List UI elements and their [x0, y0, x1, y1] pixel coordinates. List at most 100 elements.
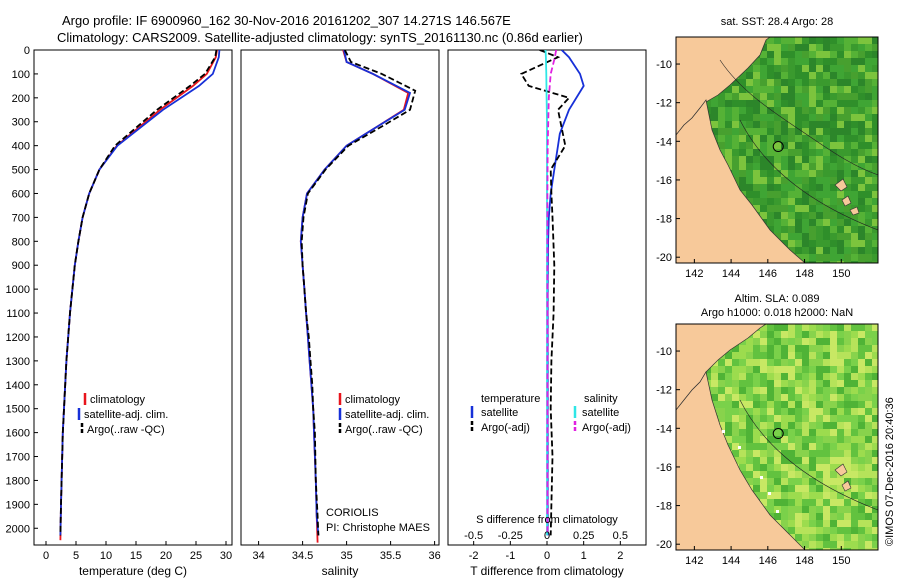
x-tick-label: 10 [100, 550, 112, 562]
legend-satellite-adj: satellite-adj. clim. [345, 409, 429, 421]
y-tick-label: 1600 [6, 428, 30, 440]
y-tick-label: 200 [12, 93, 30, 105]
legend-sal-argo: Argo(-adj) [582, 422, 631, 434]
map-x-tick-label: 148 [795, 555, 813, 567]
y-tick-label: 1400 [6, 380, 30, 392]
map-x-tick-label: 144 [722, 268, 740, 280]
credit-label: ©IMOS 07-Dec-2016 20:40:36 [884, 397, 896, 546]
figure-title-line2: Climatology: CARS2009. Satellite-adjuste… [57, 30, 583, 45]
series-line-2-3 [546, 50, 558, 536]
legend-salinity-header: salinity [584, 393, 618, 405]
legend-temp-satellite: satellite [481, 407, 518, 419]
difference-legend: temperature salinity satellite Argo(-adj… [470, 393, 631, 434]
legend-argo: Argo(..raw -QC) [345, 424, 423, 436]
data-centre-label: CORIOLIS [326, 507, 379, 519]
top-tick-label: -0.25 [498, 530, 523, 542]
salinity-series [299, 50, 417, 543]
x-tick-label: 35.5 [380, 550, 401, 562]
temperature-panel-frame [33, 49, 233, 546]
legend-argo: Argo(..raw -QC) [87, 424, 165, 436]
figure-title-line1: Argo profile: IF 6900960_162 30-Nov-2016… [62, 13, 511, 28]
sla-map-frame [675, 323, 879, 551]
map-x-tick-label: 150 [832, 555, 850, 567]
sst-map-frame [675, 36, 879, 264]
sst-map [676, 37, 878, 263]
map-y-tick-label: -20 [656, 539, 672, 551]
map-y-tick-label: -12 [656, 385, 672, 397]
x-tick-label: 34.5 [292, 550, 313, 562]
sla-map-title-line2: Argo h1000: 0.018 h2000: NaN [701, 307, 853, 319]
map-x-tick-label: 148 [795, 268, 813, 280]
x-tick-label: 0 [43, 550, 49, 562]
top-tick-label: 0.25 [573, 530, 594, 542]
y-tick-label: 1800 [6, 475, 30, 487]
map-y-tick-label: -20 [656, 252, 672, 264]
difference-series [519, 50, 585, 536]
x-tick-label: 30 [220, 550, 232, 562]
y-tick-label: 1000 [6, 284, 30, 296]
sst-map-title: sat. SST: 28.4 Argo: 28 [721, 16, 834, 28]
sst-float-marker [772, 141, 784, 153]
legend-sal-satellite: satellite [582, 407, 619, 419]
x-tick-label: 34 [252, 550, 264, 562]
map-x-tick-label: 146 [759, 555, 777, 567]
y-tick-label: 600 [12, 188, 30, 200]
map-y-tick-label: -18 [656, 214, 672, 226]
y-tick-label: 1100 [6, 308, 30, 320]
x-tick-label: 15 [130, 550, 142, 562]
map-x-tick-label: 142 [685, 555, 703, 567]
y-tick-label: 700 [12, 212, 30, 224]
map-x-tick-label: 144 [722, 555, 740, 567]
temperature-legend: climatology satellite-adj. clim. Argo(..… [77, 393, 168, 436]
x-tick-label: 1 [581, 550, 587, 562]
top-tick-label: 0.5 [613, 530, 628, 542]
y-tick-label: 100 [12, 69, 30, 81]
legend-climatology: climatology [345, 394, 401, 406]
y-tick-label: 400 [12, 141, 30, 153]
map-y-tick-label: -10 [656, 346, 672, 358]
temperature-axis: 0 5 10 15 20 25 30 [43, 541, 232, 562]
map-y-tick-label: -14 [656, 423, 672, 435]
y-tick-label: 1200 [6, 332, 30, 344]
salinity-axis: 34 34.5 35 35.5 36 [252, 541, 441, 562]
salinity-panel-frame [240, 49, 440, 546]
sla-map-axes: 142 144 146 148 150 -10 -12 -14 -16 -18 -20 [656, 346, 850, 567]
map-y-tick-label: -16 [656, 175, 672, 187]
y-tick-label: 1900 [6, 499, 30, 511]
y-tick-label: 500 [12, 165, 30, 177]
difference-top-xlabel: S difference from climatology [476, 514, 618, 526]
x-tick-label: -1 [505, 550, 515, 562]
y-tick-label: 0 [24, 45, 30, 57]
y-tick-label: 1500 [6, 404, 30, 416]
x-tick-label: 2 [617, 550, 623, 562]
x-tick-label: 35 [340, 550, 352, 562]
difference-xlabel: T difference from climatology [470, 564, 624, 578]
salinity-legend: climatology satellite-adj. clim. Argo(..… [338, 393, 429, 436]
y-tick-label: 2000 [6, 523, 30, 535]
y-tick-label: 800 [12, 236, 30, 248]
legend-climatology: climatology [90, 394, 146, 406]
map-y-tick-label: -16 [656, 462, 672, 474]
sla-map [676, 324, 878, 550]
salinity-xlabel: salinity [322, 564, 359, 578]
x-tick-label: -2 [469, 550, 479, 562]
legend-temperature-header: temperature [481, 393, 540, 405]
y-tick-label: 300 [12, 117, 30, 129]
map-y-tick-label: -18 [656, 501, 672, 513]
x-tick-label: 20 [160, 550, 172, 562]
sla-map-title-line1: Altim. SLA: 0.089 [735, 293, 820, 305]
y-tick-label: 1300 [6, 356, 30, 368]
map-y-tick-label: -10 [656, 59, 672, 71]
top-tick-label: 0 [544, 530, 550, 542]
legend-temp-argo: Argo(-adj) [481, 422, 530, 434]
map-y-tick-label: -12 [656, 98, 672, 110]
series-line-0-2 [59, 50, 218, 536]
top-tick-label: -0.5 [464, 530, 483, 542]
series-line-2-1 [519, 50, 571, 536]
series-line-1-2 [300, 50, 417, 536]
map-x-tick-label: 150 [832, 268, 850, 280]
map-y-tick-label: -14 [656, 136, 672, 148]
y-tick-label: 1700 [6, 452, 30, 464]
difference-axis: -2 -1 0 1 2 -0.5 -0.25 0 0.25 0.5 [464, 530, 628, 562]
